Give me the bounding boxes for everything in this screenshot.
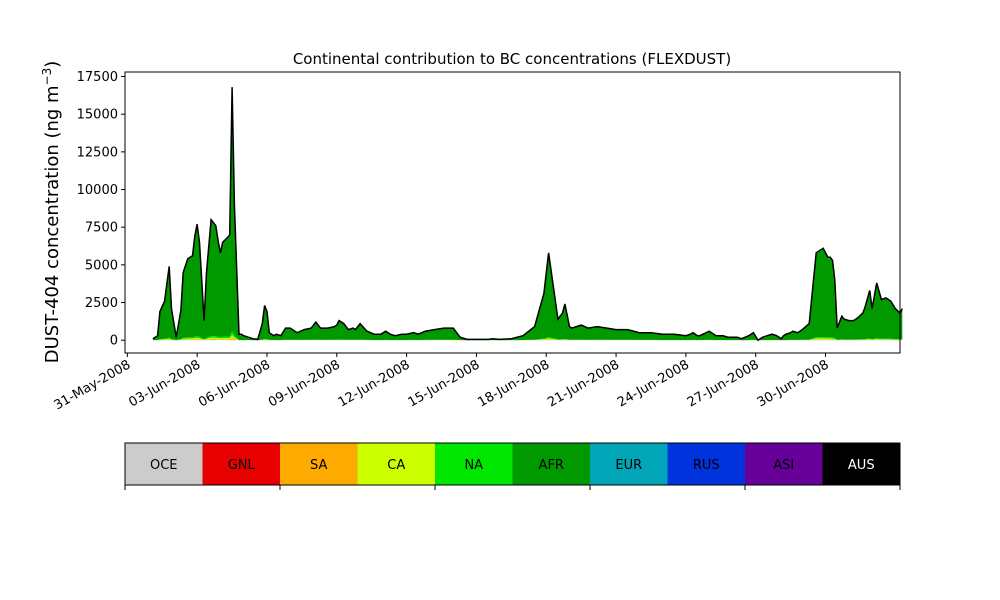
- x-tick-label: 09-Jun-2008: [266, 357, 343, 410]
- legend-label-eur: EUR: [615, 458, 642, 473]
- area-rus: [152, 88, 903, 341]
- x-tick-label: 15-Jun-2008: [406, 357, 483, 410]
- legend-label-ca: CA: [387, 458, 405, 473]
- y-tick-label: 0: [110, 334, 118, 349]
- plot-area: 0 2500 5000 7500 10000 12500 15000 17500 31-May-…: [52, 70, 903, 413]
- legend-swatch-gnl: [202, 443, 280, 485]
- chart-title: Continental contribution to BC concentra…: [293, 50, 731, 68]
- legend-swatch-oce: [125, 443, 203, 485]
- legend-label-asi: ASI: [773, 458, 794, 473]
- legend-swatch-eur: [590, 443, 668, 485]
- x-tick-label: 06-Jun-2008: [196, 357, 273, 410]
- y-tick-label: 15000: [77, 108, 118, 123]
- y-axis-label-main: DUST-404 concentration (ng m: [42, 85, 63, 363]
- legend-swatch-na: [435, 443, 513, 485]
- area-eur: [152, 89, 903, 341]
- legend-swatch-aus: [822, 443, 900, 485]
- legend-label-na: NA: [464, 458, 483, 473]
- legend-label-aus: AUS: [848, 458, 875, 473]
- y-tick-label: 12500: [77, 145, 118, 160]
- y-tick-label: 7500: [85, 221, 118, 236]
- area-afr: [152, 90, 903, 341]
- legend-label-gnl: GNL: [228, 458, 256, 473]
- legend: OCE GNL SA CA NA AFR EUR RUS ASI AUS: [124, 442, 901, 490]
- y-axis-label-exponent: −3: [40, 68, 54, 86]
- y-tick-label: 10000: [77, 183, 118, 198]
- legend-swatch-asi: [745, 443, 823, 485]
- y-axis-label: DUST-404 concentration (ng m−3): [40, 61, 63, 364]
- area-oce: [152, 339, 903, 341]
- legend-swatch-rus: [667, 443, 745, 485]
- legend-swatch-ca: [357, 443, 435, 485]
- legend-label-sa: SA: [310, 458, 327, 473]
- x-tick-label: 31-May-2008: [52, 357, 134, 413]
- y-tick-label: 2500: [85, 296, 118, 311]
- y-tick-label: 17500: [77, 70, 118, 85]
- legend-swatch-afr: [512, 443, 590, 485]
- x-tick-label: 24-Jun-2008: [615, 357, 692, 410]
- legend-swatch-sa: [280, 443, 358, 485]
- x-tick-label: 03-Jun-2008: [126, 357, 203, 410]
- legend-label-rus: RUS: [693, 458, 720, 473]
- y-tick-label: 5000: [85, 258, 118, 273]
- legend-label-afr: AFR: [539, 458, 564, 473]
- x-tick-label: 12-Jun-2008: [336, 357, 413, 410]
- x-tick-label: 21-Jun-2008: [545, 357, 622, 410]
- area-aus: [152, 87, 903, 341]
- area-asi: [152, 87, 903, 341]
- plot-frame: [124, 71, 901, 354]
- x-tick-label: 18-Jun-2008: [475, 357, 552, 410]
- y-axis-label-close: ): [42, 61, 63, 68]
- legend-label-oce: OCE: [150, 458, 178, 473]
- legend-frame: [124, 442, 901, 486]
- x-tick-label: 27-Jun-2008: [685, 357, 762, 410]
- x-tick-label: 30-Jun-2008: [755, 357, 832, 410]
- total-line: [152, 87, 903, 342]
